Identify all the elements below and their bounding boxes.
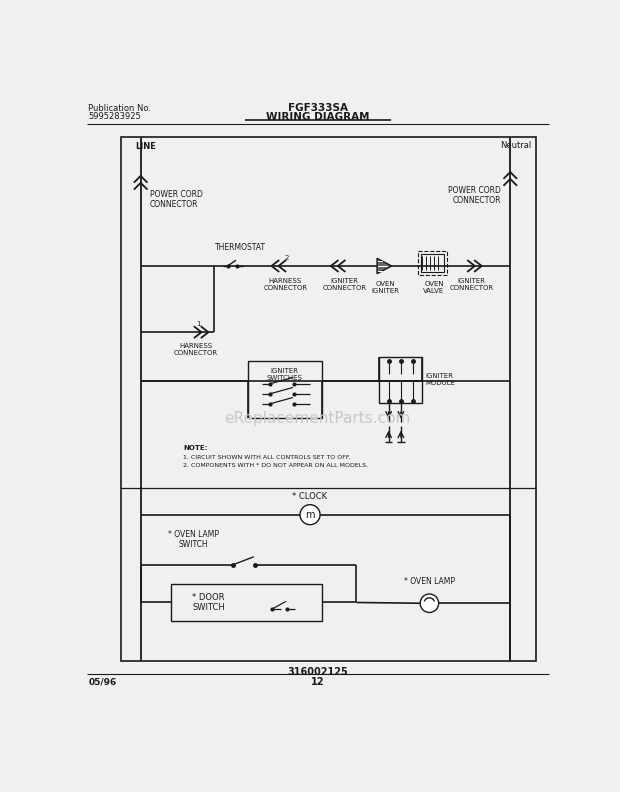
Text: * OVEN LAMP
SWITCH: * OVEN LAMP SWITCH — [167, 530, 218, 550]
Text: POWER CORD
CONNECTOR: POWER CORD CONNECTOR — [150, 190, 203, 209]
Text: OVEN
VALVE: OVEN VALVE — [423, 281, 445, 295]
Text: FGF333SA: FGF333SA — [288, 103, 348, 112]
Text: 05/96: 05/96 — [88, 677, 117, 687]
Text: HARNESS
CONNECTOR: HARNESS CONNECTOR — [264, 278, 308, 291]
Text: 12: 12 — [311, 677, 324, 687]
Bar — [172, 584, 322, 621]
Bar — [249, 360, 322, 418]
Text: THERMOSTAT: THERMOSTAT — [215, 243, 266, 252]
Text: * OVEN LAMP: * OVEN LAMP — [404, 577, 455, 586]
Polygon shape — [377, 258, 392, 274]
Bar — [122, 137, 536, 661]
Text: 5995283925: 5995283925 — [88, 112, 141, 121]
Circle shape — [420, 594, 438, 612]
Text: IGNITER
MODULE: IGNITER MODULE — [425, 374, 456, 386]
Circle shape — [300, 505, 320, 525]
Text: Neutral: Neutral — [500, 141, 532, 150]
Text: * DOOR
SWITCH: * DOOR SWITCH — [192, 592, 225, 612]
Text: 1: 1 — [196, 321, 201, 327]
Text: * CLOCK: * CLOCK — [293, 492, 327, 501]
Bar — [421, 253, 444, 272]
Text: 316002125: 316002125 — [288, 667, 348, 677]
Text: eReplacementParts.com: eReplacementParts.com — [224, 411, 411, 426]
Text: 2. COMPONENTS WITH * DO NOT APPEAR ON ALL MODELS.: 2. COMPONENTS WITH * DO NOT APPEAR ON AL… — [183, 463, 368, 468]
Text: IGNITER
CONNECTOR: IGNITER CONNECTOR — [450, 278, 494, 291]
Text: IGNITER
SWITCHES: IGNITER SWITCHES — [267, 368, 303, 382]
Text: OVEN
IGNITER: OVEN IGNITER — [371, 281, 399, 295]
Text: m: m — [305, 511, 315, 520]
Text: IGNITER
CONNECTOR: IGNITER CONNECTOR — [322, 278, 367, 291]
Text: LINE: LINE — [135, 142, 156, 151]
Text: Publication No.: Publication No. — [88, 105, 151, 113]
Text: 2: 2 — [285, 255, 289, 261]
Bar — [379, 357, 422, 403]
Text: NOTE:: NOTE: — [183, 445, 207, 451]
Text: 1. CIRCUIT SHOWN WITH ALL CONTROLS SET TO OFF.: 1. CIRCUIT SHOWN WITH ALL CONTROLS SET T… — [183, 455, 350, 459]
Text: WIRING DIAGRAM: WIRING DIAGRAM — [266, 112, 370, 122]
Bar — [418, 250, 447, 275]
Text: POWER CORD
CONNECTOR: POWER CORD CONNECTOR — [448, 186, 501, 205]
Text: HARNESS
CONNECTOR: HARNESS CONNECTOR — [174, 343, 218, 356]
